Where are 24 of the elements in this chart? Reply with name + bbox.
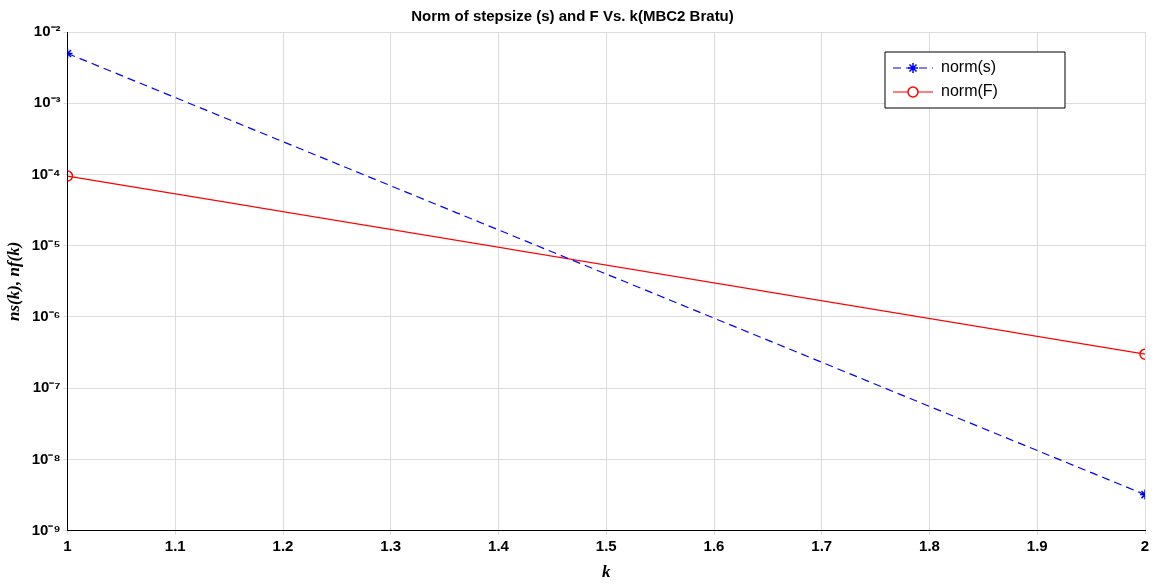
y-tick-label: 10⁻⁹ <box>31 520 61 538</box>
x-tick-label: 1.9 <box>1026 536 1048 554</box>
x-tick-label: 1 <box>63 536 72 554</box>
x-tick-label: 2 <box>1140 536 1150 554</box>
y-axis-title: ns(k), nf(k) <box>3 241 23 321</box>
y-tick-label: 10⁻⁷ <box>32 378 61 396</box>
chart-title: Norm of stepsize (s) and F Vs. k(MBC2 Bratu) <box>411 7 734 25</box>
x-tick-label: 1.8 <box>919 536 940 554</box>
y-tick-label: 10⁻⁵ <box>31 235 61 253</box>
x-tick-label: 1.6 <box>703 536 725 554</box>
y-tick-label: 10⁻⁶ <box>31 307 61 325</box>
y-tick-label: 10⁻³ <box>33 93 61 111</box>
x-tick-label: 1.1 <box>164 536 186 554</box>
y-tick-label: 10⁻⁸ <box>31 449 61 467</box>
y-tick-label: 10⁻² <box>33 22 61 40</box>
x-tick-label: 1.5 <box>595 536 617 554</box>
legend-label: norm(F) <box>941 82 998 100</box>
x-tick-label: 1.7 <box>811 536 833 554</box>
x-tick-label: 1.4 <box>488 536 510 554</box>
x-tick-label: 1.2 <box>272 536 294 554</box>
x-tick-label: 1.3 <box>380 536 402 554</box>
x-axis-title: k <box>602 562 611 582</box>
y-tick-label: 10⁻⁴ <box>31 164 61 182</box>
legend-label: norm(s) <box>941 58 997 76</box>
